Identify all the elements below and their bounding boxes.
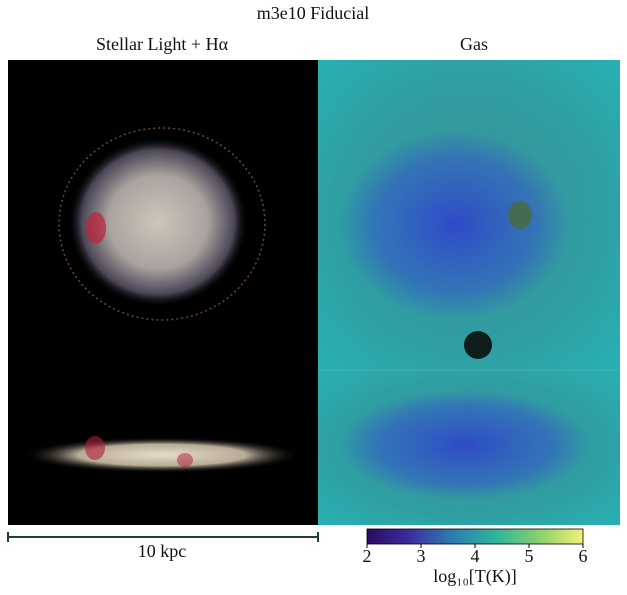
gas-panel — [318, 60, 620, 525]
tick-label: 5 — [525, 546, 534, 566]
tick-label: 2 — [363, 546, 372, 566]
stellar-panel — [8, 60, 318, 525]
colorbar-label: log₁₀[T(K)] — [433, 566, 517, 587]
colorbar: log₁₀[T(K)] 2 3 4 5 6 — [363, 528, 588, 587]
scale-bar: 10 kpc — [7, 532, 319, 561]
panel-title: Stellar Light + Hα — [96, 34, 229, 54]
panel-title: Gas — [460, 34, 488, 54]
scale-label: 10 kpc — [138, 541, 187, 561]
tick-label: 6 — [579, 546, 588, 566]
figure-title: m3e10 Fiducial — [257, 3, 369, 23]
tick-label: 3 — [417, 546, 426, 566]
tick-label: 4 — [471, 546, 480, 566]
